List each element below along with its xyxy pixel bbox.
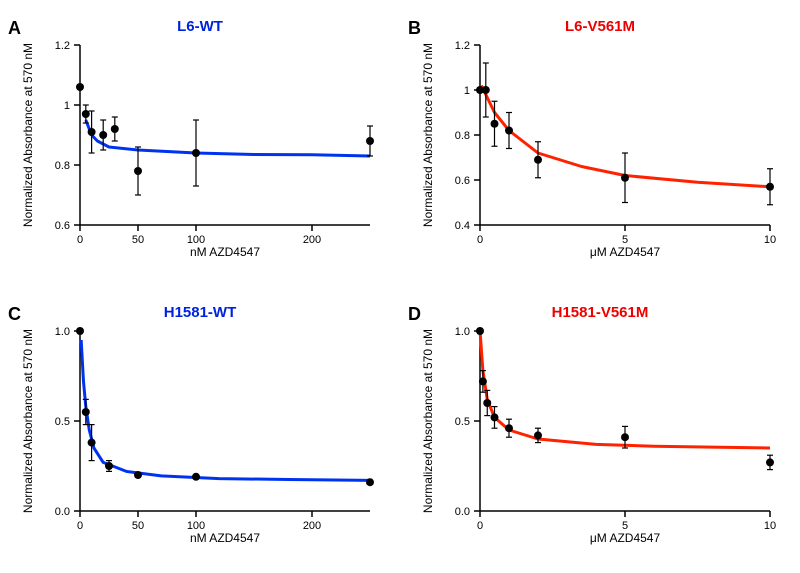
- svg-text:5: 5: [622, 520, 628, 532]
- svg-text:0: 0: [477, 520, 483, 532]
- svg-text:0: 0: [77, 520, 83, 532]
- plot-b: 0 5 10 0.4 0.6 0.8 1 1.2: [400, 0, 800, 286]
- plot-a: 0 50 100 200 0.6 0.8 1 1.2: [0, 0, 400, 286]
- svg-text:0.5: 0.5: [55, 416, 70, 428]
- svg-text:1.0: 1.0: [55, 326, 70, 338]
- svg-text:50: 50: [132, 234, 144, 246]
- svg-text:0: 0: [77, 234, 83, 246]
- svg-text:50: 50: [132, 520, 144, 532]
- svg-text:0.4: 0.4: [455, 220, 470, 232]
- plot-d: 0 5 10 0.0 0.5 1.0: [400, 286, 800, 573]
- panel-a: A L6-WT Normalized Absorbance at 570 nM …: [0, 0, 400, 286]
- svg-text:1.2: 1.2: [55, 40, 70, 52]
- svg-text:10: 10: [764, 520, 776, 532]
- svg-text:100: 100: [187, 520, 205, 532]
- svg-text:200: 200: [303, 234, 321, 246]
- panel-d: D H1581-V561M Normalized Absorbance at 5…: [400, 286, 800, 573]
- svg-text:10: 10: [764, 234, 776, 246]
- svg-text:200: 200: [303, 520, 321, 532]
- svg-text:0.8: 0.8: [55, 160, 70, 172]
- svg-text:0.6: 0.6: [455, 175, 470, 187]
- svg-text:1.0: 1.0: [455, 326, 470, 338]
- svg-text:1: 1: [64, 100, 70, 112]
- svg-text:1.2: 1.2: [455, 40, 470, 52]
- svg-text:100: 100: [187, 234, 205, 246]
- svg-text:0.0: 0.0: [55, 506, 70, 518]
- panel-c: C H1581-WT Normalized Absorbance at 570 …: [0, 286, 400, 573]
- panel-b: B L6-V561M Normalized Absorbance at 570 …: [400, 0, 800, 286]
- svg-text:0.0: 0.0: [455, 506, 470, 518]
- svg-text:0.5: 0.5: [455, 416, 470, 428]
- svg-text:0.6: 0.6: [55, 220, 70, 232]
- svg-text:0: 0: [477, 234, 483, 246]
- plot-c: 0 50 100 200 0.0 0.5 1.0: [0, 286, 400, 573]
- svg-text:1: 1: [464, 85, 470, 97]
- svg-text:0.8: 0.8: [455, 130, 470, 142]
- svg-text:5: 5: [622, 234, 628, 246]
